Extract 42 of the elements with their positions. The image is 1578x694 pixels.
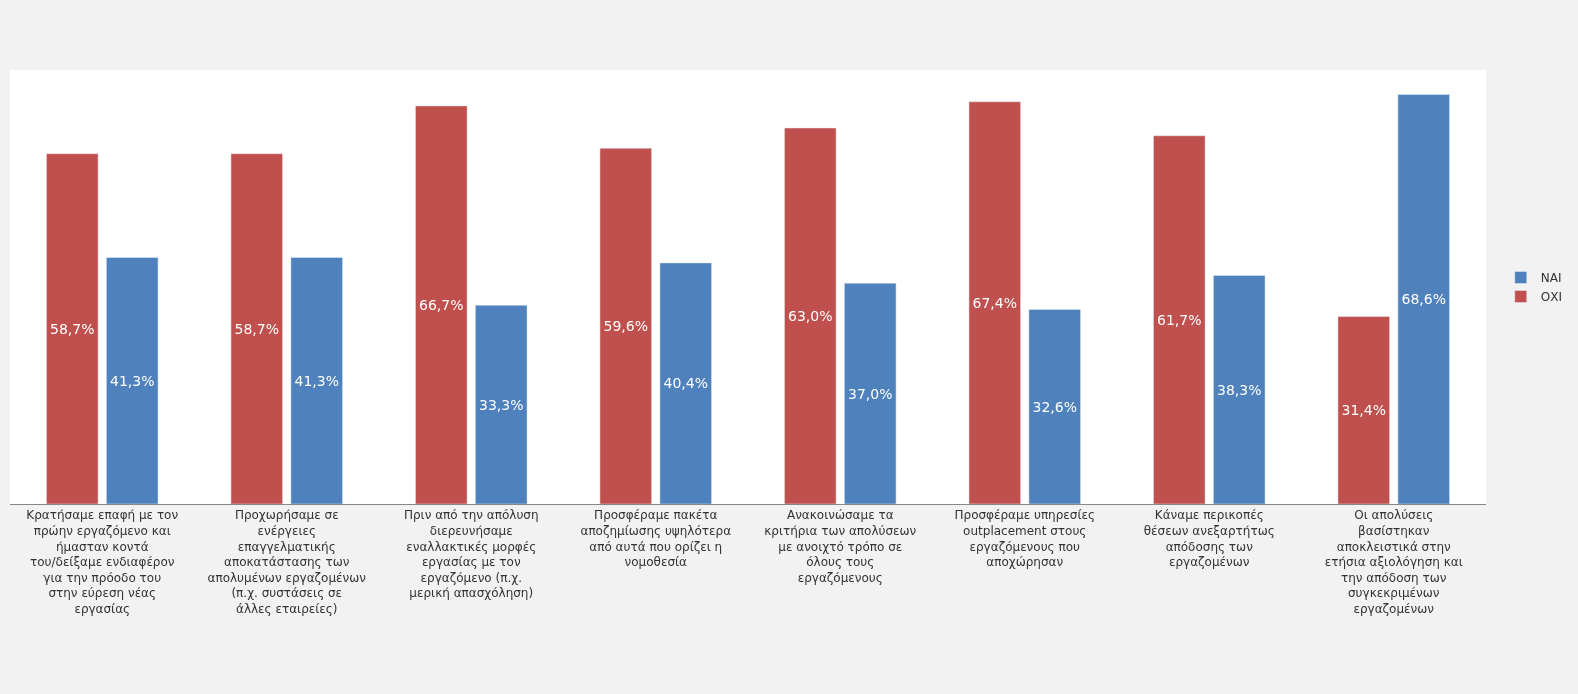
bar <box>1213 275 1266 504</box>
x-tick-label: Κρατήσαμε επαφή με τον πρώην εργαζόμενο και ήμασταν κοντά του/δείξαμε ενδιαφέρον για την πρόοδο του στην εύρεση νέας εργασίας <box>26 508 179 616</box>
bar <box>230 153 283 504</box>
bar <box>1028 309 1081 504</box>
data-label: 37,0% <box>847 385 893 402</box>
data-label: 61,7% <box>1157 311 1202 328</box>
data-label: 58,7% <box>234 320 280 337</box>
data-label: 32,6% <box>1032 398 1077 415</box>
data-label: 38,3% <box>1216 381 1262 398</box>
x-tick-label: Προσφέραμε υπηρεσίες outplacement στους εργαζόμενους που αποχώρησαν <box>954 508 1096 570</box>
x-tick-label: Ανακοινώσαμε τα κριτήρια των απολύσεων με ανοιχτό τρόπο σε όλους τους εργαζόμενους <box>764 508 917 585</box>
bar <box>46 153 99 504</box>
bar <box>1397 94 1450 504</box>
bar <box>784 127 837 504</box>
data-label: 63,0% <box>788 307 833 324</box>
x-tick-label: Οι απολύσεις βασίστηκαν αποκλειστικά στην ετήσια αξιολόγηση και την απόδοση των συγκεκριμένων εργαζομένων <box>1324 508 1463 616</box>
data-label: 58,7% <box>50 320 95 337</box>
bar <box>1153 135 1206 504</box>
x-tick-label: Προχωρήσαμε σε ενέργειες επαγγελματικής αποκατάστασης των απολυμένων εργαζομένων (π.χ. συστάσεις σε άλλες εταιρείες) <box>207 508 367 616</box>
legend-label: ΝΑΙ <box>1540 271 1562 286</box>
data-label: 33,3% <box>478 396 524 413</box>
data-label: 40,4% <box>663 375 708 392</box>
data-label: 68,6% <box>1401 291 1446 308</box>
x-tick-label: Κάναμε περικοπές θέσεων ανεξαρτήτως απόδοσης των εργαζομένων <box>1143 508 1275 570</box>
x-tick-label: Πριν από την απόλυση διερευνήσαμε εναλλακτικές μορφές εργασίας με τον εργαζόμενο (π.χ. μερική απασχόληση) <box>403 508 539 601</box>
bar <box>1337 316 1390 504</box>
data-label: 67,4% <box>972 294 1018 311</box>
data-label: 31,4% <box>1341 402 1387 419</box>
bar <box>415 105 468 504</box>
bar <box>475 305 528 504</box>
data-label: 66,7% <box>419 296 464 313</box>
bar <box>659 262 712 504</box>
bar <box>968 101 1021 504</box>
bar <box>290 257 343 504</box>
data-label: 41,3% <box>109 372 155 389</box>
data-label: 41,3% <box>294 372 339 389</box>
bar <box>844 282 897 504</box>
x-tick-label: Προσφέραμε πακέτα αποζημίωσης υψηλότερα από αυτά που ορίζει η νομοθεσία <box>580 508 732 570</box>
bar <box>106 257 159 504</box>
legend-label: ΟΧΙ <box>1540 290 1562 305</box>
bar <box>599 148 652 504</box>
data-label: 59,6% <box>603 318 649 335</box>
